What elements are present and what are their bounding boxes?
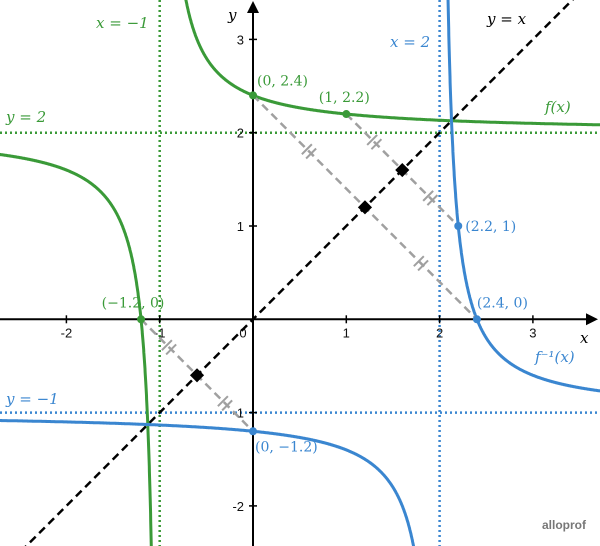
point-label: (0, −1.2) (255, 439, 318, 455)
x-tick-label: 2 (436, 325, 443, 340)
alloprof-logo: alloprof (542, 518, 586, 532)
equal-length-mark (165, 343, 177, 356)
x-axis-arrow (586, 313, 598, 326)
x-tick-label: 3 (529, 325, 536, 340)
asymptote-label: x = −1 (96, 14, 149, 32)
asymptote-label: y = 2 (5, 108, 46, 126)
equal-length-mark (366, 134, 378, 146)
asymptote-label: y = −1 (5, 390, 59, 408)
equal-length-mark (370, 138, 383, 150)
finv-curve (446, 0, 600, 393)
equal-length-mark (161, 339, 173, 351)
point-marker (249, 427, 257, 436)
point-marker (454, 222, 463, 230)
equal-length-mark (426, 194, 439, 206)
equal-length-mark (413, 255, 425, 267)
point-marker (249, 91, 257, 100)
right-angle-marker (395, 162, 410, 178)
x-axis-label: x (580, 329, 589, 347)
equal-length-mark (305, 147, 317, 160)
y-tick-label: -1 (232, 406, 244, 421)
y-tick-label: 2 (237, 126, 244, 141)
identity-label: y = x (486, 10, 527, 28)
equal-length-mark (417, 259, 429, 272)
f-curve (184, 0, 600, 127)
x-tick-label: 1 (343, 325, 350, 340)
right-angle-marker (357, 200, 373, 215)
y-tick-label: -2 (232, 499, 244, 514)
point-label: (0, 2.4) (257, 73, 308, 89)
right-angle-marker (189, 368, 205, 383)
point-marker (472, 315, 481, 324)
point-label: (1, 2.2) (319, 90, 370, 106)
x-tick-label: 0 (239, 325, 246, 340)
asymptote-label: x = 2 (390, 33, 430, 51)
equal-length-mark (301, 143, 313, 155)
equal-length-mark (221, 399, 233, 412)
finv-label: f⁻¹(x) (534, 348, 575, 366)
y-tick-label: 1 (237, 219, 244, 234)
point-label: (2.4, 0) (477, 295, 528, 311)
y-axis-label: y (227, 6, 237, 24)
point-label: (−1.2, 0) (102, 295, 165, 311)
f-label: f(x) (544, 98, 571, 116)
y-axis-arrow (247, 1, 259, 13)
x-tick-label: -1 (154, 325, 166, 340)
y-tick-label: 3 (237, 32, 244, 47)
finv-curve (0, 419, 416, 546)
equal-length-mark (217, 395, 229, 407)
point-marker (342, 110, 351, 119)
x-tick-label: -2 (61, 325, 73, 340)
f-curve (0, 152, 153, 546)
equal-length-mark (422, 190, 434, 202)
point-marker (137, 315, 146, 324)
point-label: (2.2, 1) (465, 219, 516, 235)
